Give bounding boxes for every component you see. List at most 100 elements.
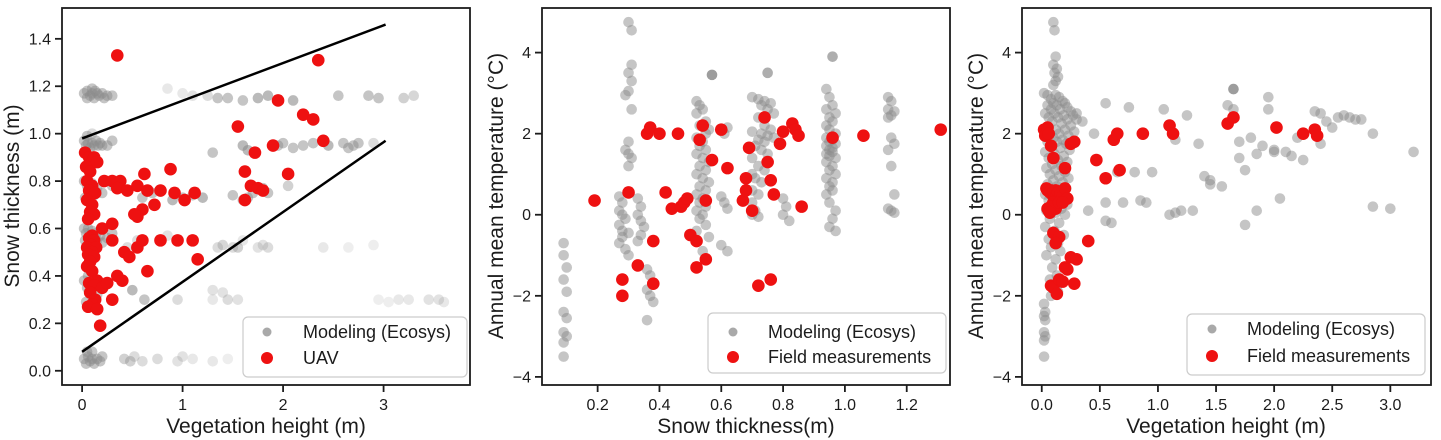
scatter-point [316,134,330,148]
scatter-point [217,239,229,251]
scatter-point [256,184,270,197]
scatter-point [641,314,653,326]
scatter-point [1187,205,1199,216]
y-tick-label: 0.0 [29,363,51,380]
y-axis-label: Annual mean temperature (°C) [485,53,508,339]
scatter-point [742,141,756,155]
scatter-point [171,234,184,247]
scatter-point [635,201,647,212]
scatter-point [753,189,764,200]
scatter-point [212,242,224,253]
axis-ticks: 0.2 0.4 0.6 0.8 1.0 1.2 −4 −2 0 2 4 [513,45,918,414]
scatter-point [238,193,252,207]
scatter-point [659,186,672,199]
scatter-point [795,200,808,213]
scatter-point [191,253,204,266]
legend-marker-measurement [1206,350,1218,362]
scatter-point [680,192,694,205]
scatter-point [1049,24,1060,36]
y-tick-label: 0.8 [29,174,51,191]
scatter-point [297,140,309,151]
scatter-point [1257,140,1268,152]
scatter-point [277,137,289,149]
scatter-point [85,264,99,278]
x-axis-label: Vegetation height (m) [1126,415,1326,438]
scatter-point [1038,351,1050,362]
scatter-point [207,284,219,296]
scatter-point [1077,116,1088,127]
scatter-point [700,185,712,196]
scatter-point [700,164,712,176]
scatter-point [764,273,778,286]
y-tick-label: 0 [522,207,531,224]
scatter-point [238,165,252,178]
legend-label: Field measurements [768,347,931,367]
scatter-point [759,136,770,148]
scatter-point [363,90,374,102]
scatter-point [830,205,841,216]
scatter-point [296,108,310,121]
scatter-point [934,123,948,136]
scatter-point [1050,51,1061,62]
x-axis-label: Snow thickness(m) [657,415,834,438]
y-tick-label: 1.0 [29,126,51,143]
scatter-point [703,177,715,188]
scatter-point [1099,171,1112,185]
scatter-point [764,173,778,187]
y-tick-label: −4 [993,369,1011,386]
scatter-point [739,171,753,185]
x-tick-label: 1.0 [1147,397,1169,414]
scatter-point [1082,205,1094,216]
scatter-point [408,90,420,102]
scatter-point [281,167,295,181]
scatter-point [558,274,569,285]
y-tick-label: 2 [1002,126,1011,143]
scatter-point [722,203,733,214]
legend-label: UAV [303,348,339,368]
axis-ticks: 0 1 2 3 0.0 0.2 0.4 0.6 0.8 1.0 1.2 1.4 [29,31,388,414]
scatter-point [647,296,659,308]
x-tick-label: 2.0 [1263,397,1285,414]
scatter-point [700,144,712,156]
scatter-point [1038,298,1050,310]
scatter-point [168,186,181,200]
scatter-point [1216,181,1228,192]
envelope-line [81,23,387,140]
scatter-point [1129,166,1141,178]
scatter-point [826,131,839,145]
scatter-point [266,139,280,152]
scatter-point [1239,219,1251,231]
scatter-point [623,67,634,79]
legend: Modeling (Ecosys) Field measurements [1186,313,1426,376]
scatter-point [178,193,191,207]
scatter-point [631,259,645,272]
scatter-point [889,189,900,200]
series-field-measurements [1037,111,1324,301]
y-tick-label: −2 [993,288,1011,305]
scatter-point [762,67,773,79]
scatter-point [623,16,634,28]
scatter-point [821,104,832,115]
scatter-point [1227,111,1240,124]
scatter-point [1081,234,1095,248]
scatter-point [616,289,629,303]
scatter-point [127,284,138,296]
scatter-point [248,146,262,159]
scatter-point [1049,236,1062,250]
scatter-point [830,152,841,164]
scatter-point [172,355,183,367]
scatter-point [1228,83,1239,95]
plot-area-3: 0.0 0.5 1.0 1.5 2.0 2.5 3.0 −4 −2 0 2 4 Modeling (Ec… [993,7,1432,414]
scatter-point [1071,108,1082,119]
scatter-point [1058,161,1072,175]
scatter-point [154,234,167,247]
scatter-point [821,189,832,200]
scatter-point [373,92,384,104]
scatter-point [148,198,161,212]
scatter-point [1251,148,1263,160]
x-tick-label: 1 [178,397,187,414]
scatter-point [1270,121,1283,134]
legend: Modeling (Ecosys) UAV [242,316,468,378]
scatter-point [141,184,154,197]
scatter-point [746,126,758,137]
